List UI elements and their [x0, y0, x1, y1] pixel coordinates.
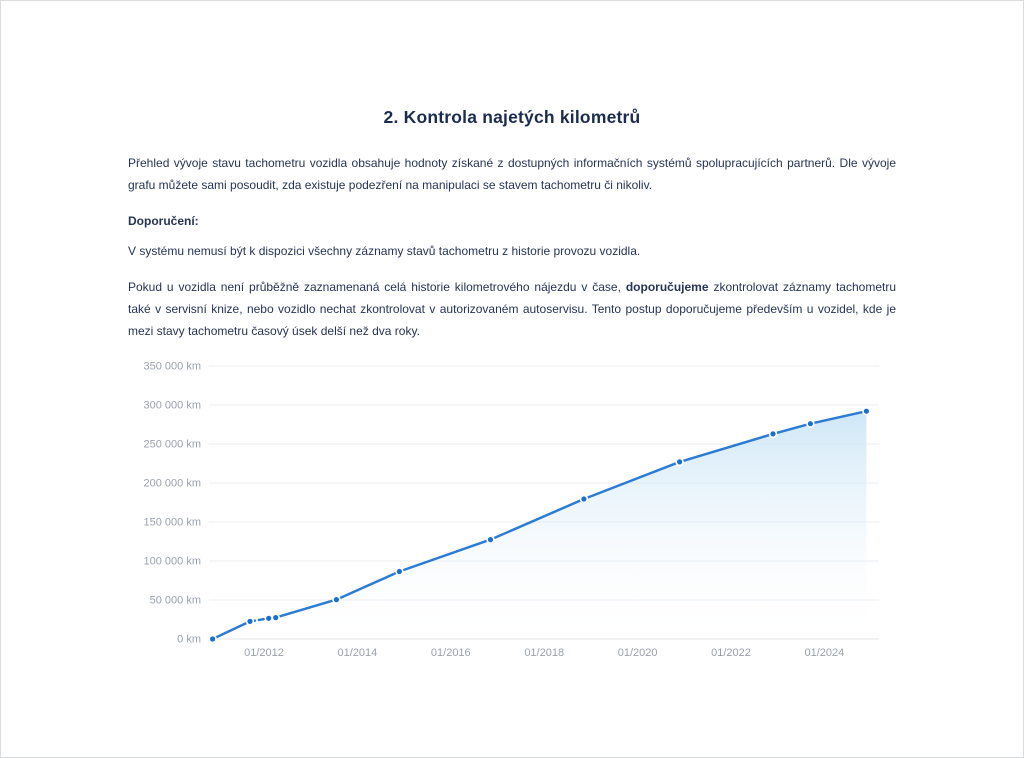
x-axis-tick-label: 01/2016 — [431, 647, 471, 659]
y-axis-tick-label: 200 000 km — [144, 478, 201, 490]
advice-paragraph: Pokud u vozidla není průběžně zaznamenan… — [128, 276, 896, 342]
mileage-line-segment — [211, 620, 252, 641]
advice-text-before: Pokud u vozidla není průběžně zaznamenan… — [128, 280, 626, 294]
mileage-chart-svg: 0 km 50 000 km 100 000 km 150 000 km 200 000… — [144, 361, 879, 660]
note-paragraph: V systému nemusí být k dispozici všechny… — [128, 244, 641, 258]
data-point-marker — [862, 406, 871, 416]
data-point-marker — [486, 535, 495, 544]
y-axis-tick-label: 50 000 km — [150, 595, 201, 607]
x-axis-tick-label: 01/2022 — [711, 647, 751, 659]
x-axis-tick-label: 01/2018 — [524, 647, 564, 659]
chart-label-layer: 0 km 50 000 km 100 000 km 150 000 km 200 000… — [144, 361, 845, 660]
y-axis-tick-label: 0 km — [177, 634, 201, 646]
data-point-marker — [264, 614, 273, 623]
x-axis-tick-label: 01/2024 — [805, 647, 845, 659]
mileage-line-segment — [771, 422, 812, 436]
mileage-line-segment — [335, 570, 401, 601]
advice-text-bold: doporučujeme — [625, 280, 709, 294]
data-point-marker — [395, 567, 404, 576]
mileage-line-segment — [809, 409, 868, 425]
data-point-marker — [675, 457, 684, 467]
mileage-line-segment — [489, 497, 586, 541]
odometer-chart: 0 km 50 000 km 100 000 km 150 000 km 200 000… — [124, 356, 894, 664]
y-axis-tick-label: 100 000 km — [144, 556, 201, 568]
y-axis-tick-label: 300 000 km — [144, 400, 201, 412]
x-axis-tick-label: 01/2020 — [618, 647, 658, 659]
recommendation-heading: Doporučení: — [128, 214, 199, 228]
advice-text-after: zkontrolovat záznamy tachometru také v s… — [128, 280, 896, 338]
data-point-marker — [768, 429, 778, 439]
chart-marker-layer — [208, 406, 871, 644]
intro-paragraph: Přehled vývoje stavu tachometru vozidla … — [128, 156, 896, 192]
chart-line-layer — [211, 409, 868, 641]
data-point-marker — [579, 494, 589, 504]
data-point-marker — [271, 613, 280, 622]
mileage-area — [212, 411, 867, 639]
mileage-line-segment — [582, 460, 681, 501]
data-point-marker — [208, 634, 217, 644]
mileage-line-segment — [274, 598, 338, 619]
y-axis-tick-label: 350 000 km — [144, 361, 201, 373]
y-axis-tick-label: 150 000 km — [144, 517, 201, 529]
section-content: Přehled vývoje stavu tachometru vozidla … — [128, 152, 896, 664]
data-point-marker — [245, 617, 255, 626]
x-axis-tick-label: 01/2012 — [244, 647, 284, 659]
mileage-line-segment — [678, 432, 775, 464]
x-axis-tick-label: 01/2014 — [338, 647, 378, 659]
y-axis-tick-label: 250 000 km — [144, 439, 201, 451]
data-point-marker — [806, 419, 815, 428]
mileage-line-segment — [398, 538, 492, 573]
page-title: 2. Kontrola najetých kilometrů — [383, 107, 641, 127]
data-point-marker — [332, 595, 341, 604]
chart-area-layer — [212, 411, 867, 639]
